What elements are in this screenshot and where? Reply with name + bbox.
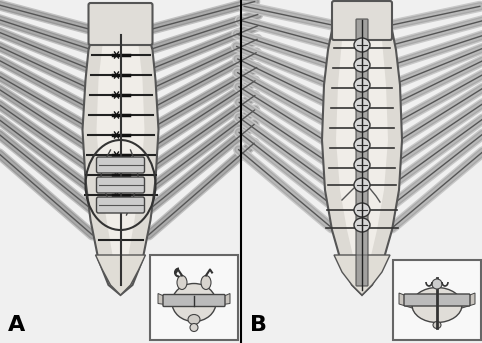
Polygon shape (158, 294, 172, 306)
Ellipse shape (354, 58, 370, 72)
Ellipse shape (354, 38, 370, 52)
Ellipse shape (354, 118, 370, 132)
Ellipse shape (354, 178, 370, 192)
Ellipse shape (177, 275, 187, 289)
Polygon shape (462, 293, 475, 308)
Text: A: A (8, 315, 25, 335)
FancyBboxPatch shape (96, 197, 145, 213)
FancyBboxPatch shape (96, 177, 145, 193)
Polygon shape (82, 30, 159, 295)
Polygon shape (216, 294, 230, 306)
Ellipse shape (354, 78, 370, 92)
Polygon shape (336, 40, 388, 272)
Ellipse shape (354, 218, 370, 232)
Ellipse shape (172, 284, 216, 321)
Ellipse shape (433, 321, 441, 329)
Ellipse shape (201, 275, 211, 289)
Polygon shape (96, 45, 145, 268)
Ellipse shape (354, 98, 370, 112)
Ellipse shape (188, 315, 200, 324)
FancyBboxPatch shape (163, 295, 225, 307)
Polygon shape (95, 255, 146, 295)
Polygon shape (399, 293, 412, 308)
FancyBboxPatch shape (96, 157, 145, 173)
Ellipse shape (190, 323, 198, 331)
Bar (242, 0, 482, 343)
Ellipse shape (432, 279, 442, 289)
Ellipse shape (354, 158, 370, 172)
FancyBboxPatch shape (89, 3, 152, 45)
FancyBboxPatch shape (404, 294, 470, 306)
Bar (393, 260, 481, 340)
Bar (150, 255, 238, 340)
Ellipse shape (412, 287, 462, 322)
Text: B: B (250, 315, 267, 335)
Bar (0, 0, 241, 343)
Polygon shape (322, 25, 402, 295)
FancyBboxPatch shape (332, 1, 392, 40)
FancyBboxPatch shape (356, 19, 368, 286)
Polygon shape (334, 255, 390, 295)
Ellipse shape (354, 203, 370, 217)
Ellipse shape (354, 138, 370, 152)
